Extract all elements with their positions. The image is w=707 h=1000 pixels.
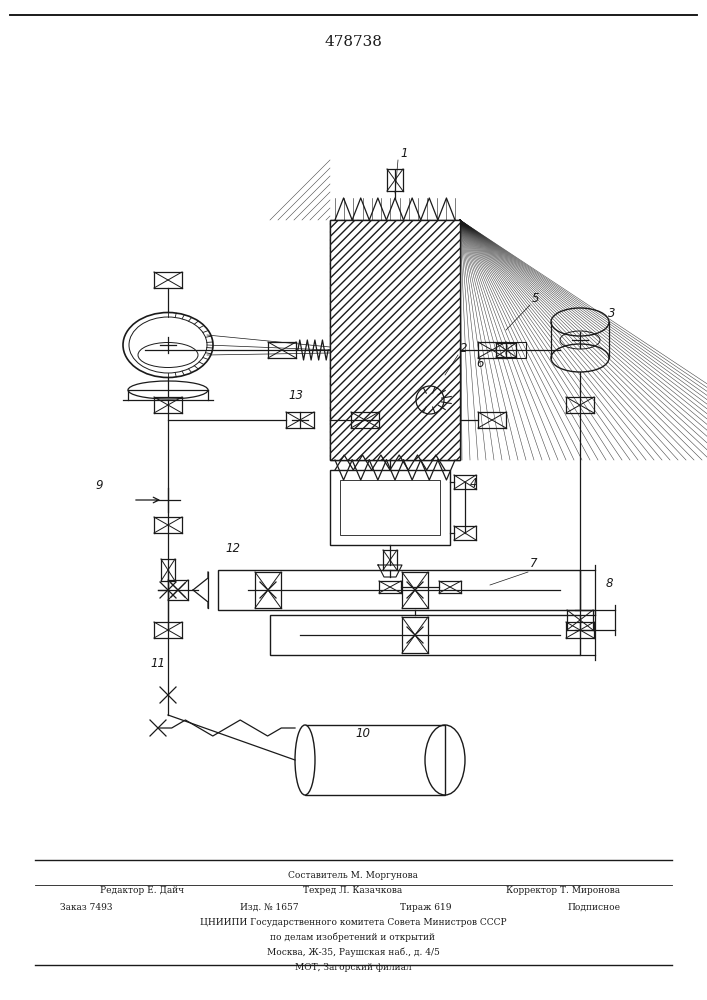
- Text: 11: 11: [150, 657, 165, 670]
- Text: Москва, Ж-35, Раушская наб., д. 4/5: Москва, Ж-35, Раушская наб., д. 4/5: [267, 948, 440, 957]
- Bar: [330, 220, 460, 460]
- Text: Тираж 619: Тираж 619: [400, 903, 452, 912]
- Text: 5: 5: [532, 292, 539, 305]
- Text: 12: 12: [225, 542, 240, 555]
- Text: 13: 13: [288, 389, 303, 402]
- Text: по делам изобретений и открытий: по делам изобретений и открытий: [271, 932, 436, 942]
- Bar: [340, 480, 440, 535]
- Bar: [218, 570, 580, 610]
- Text: Техред Л. Казачкова: Техред Л. Казачкова: [303, 886, 402, 895]
- Bar: [330, 220, 460, 460]
- Text: Составитель М. Моргунова: Составитель М. Моргунова: [288, 871, 418, 880]
- Text: 7: 7: [530, 557, 537, 570]
- Text: 3: 3: [608, 307, 616, 320]
- Ellipse shape: [295, 725, 315, 795]
- Bar: [270, 615, 580, 655]
- Text: Корректор Т. Миронова: Корректор Т. Миронова: [506, 886, 620, 895]
- Bar: [506, 342, 526, 358]
- Text: ЦНИИПИ Государственного комитета Совета Министров СССР: ЦНИИПИ Государственного комитета Совета …: [199, 918, 506, 927]
- Text: 478738: 478738: [324, 35, 382, 49]
- Text: Редактор Е. Дайч: Редактор Е. Дайч: [100, 886, 184, 895]
- Bar: [330, 220, 460, 460]
- Text: 4: 4: [470, 477, 477, 490]
- Text: 10: 10: [355, 727, 370, 740]
- Text: 8: 8: [606, 577, 614, 590]
- Text: Изд. № 1657: Изд. № 1657: [240, 903, 298, 912]
- Text: Заказ 7493: Заказ 7493: [60, 903, 112, 912]
- Text: Подписное: Подписное: [567, 903, 620, 912]
- Text: 9: 9: [95, 479, 103, 492]
- Text: 1: 1: [400, 147, 407, 160]
- Text: 6: 6: [476, 357, 484, 370]
- Text: 2: 2: [460, 342, 467, 355]
- Bar: [330, 470, 450, 545]
- Text: МОТ, Загорский филиал: МОТ, Загорский филиал: [295, 963, 411, 972]
- Bar: [305, 725, 445, 795]
